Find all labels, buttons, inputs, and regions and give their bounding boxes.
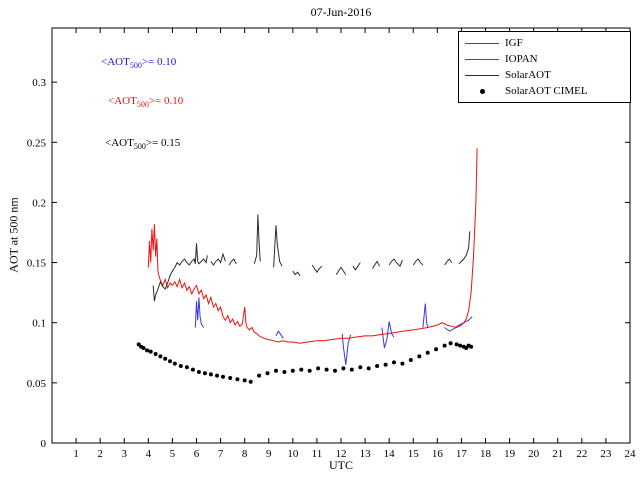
svg-text:11: 11: [312, 448, 323, 460]
svg-text:3: 3: [122, 448, 128, 460]
svg-text:10: 10: [287, 448, 299, 460]
svg-text:0.25: 0.25: [27, 137, 47, 149]
svg-text:23: 23: [600, 448, 612, 460]
svg-text:0.15: 0.15: [27, 258, 47, 270]
svg-text:9: 9: [266, 448, 272, 460]
annotation-subscript: 500: [129, 61, 142, 71]
svg-text:0.3: 0.3: [32, 77, 46, 89]
svg-text:12: 12: [336, 448, 347, 460]
legend-item-igf: IGF: [459, 35, 630, 51]
legend-item-solaraot: SolarAOT: [459, 67, 630, 83]
legend-label-solaraot: SolarAOT: [505, 69, 551, 81]
svg-text:2: 2: [97, 448, 103, 460]
legend-sample-wrap: [459, 88, 505, 94]
cimel-dot-sample: [479, 88, 485, 94]
igf-line-sample: [465, 42, 499, 44]
legend-label-iopan: IOPAN: [505, 53, 538, 65]
svg-text:0.05: 0.05: [27, 378, 47, 390]
svg-text:16: 16: [432, 448, 444, 460]
svg-text:0.2: 0.2: [32, 197, 46, 209]
annotation-suffix: >= 0.10: [148, 95, 184, 107]
chart-title: 07-Jun-2016: [310, 5, 372, 19]
legend-label-igf: IGF: [505, 37, 523, 49]
svg-text:19: 19: [504, 448, 516, 460]
annotation-iopan-mean: <AOT500>= 0.10: [108, 95, 183, 109]
solaraot-line-sample: [465, 74, 499, 76]
iopan-line-sample: [465, 58, 499, 60]
annotation-suffix: >= 0.10: [141, 56, 177, 68]
annotation-igf-mean: <AOT500>= 0.10: [101, 56, 176, 70]
svg-text:17: 17: [456, 448, 468, 460]
annotation-prefix: <AOT: [105, 137, 134, 149]
annotation-subscript: 500: [133, 142, 146, 152]
svg-text:21: 21: [552, 448, 563, 460]
svg-text:1: 1: [73, 448, 79, 460]
x-axis-label: UTC: [329, 458, 353, 472]
legend-label-solaraot-cimel: SolarAOT CIMEL: [505, 85, 588, 97]
annotation-subscript: 500: [136, 100, 149, 110]
legend-sample-wrap: [459, 58, 505, 60]
legend-item-iopan: IOPAN: [459, 51, 630, 67]
svg-text:24: 24: [625, 448, 637, 460]
svg-text:0: 0: [41, 438, 47, 450]
svg-text:20: 20: [528, 448, 540, 460]
svg-text:5: 5: [170, 448, 176, 460]
svg-text:13: 13: [360, 448, 372, 460]
svg-text:7: 7: [218, 448, 224, 460]
svg-text:0.1: 0.1: [32, 318, 46, 330]
svg-text:14: 14: [384, 448, 396, 460]
legend-item-solaraot-cimel: SolarAOT CIMEL: [459, 83, 630, 99]
annotation-suffix: >= 0.15: [145, 137, 181, 149]
annotation-solaraot-mean: <AOT500>= 0.15: [105, 137, 180, 151]
svg-text:18: 18: [480, 448, 492, 460]
svg-text:8: 8: [242, 448, 248, 460]
svg-text:4: 4: [146, 448, 152, 460]
svg-text:6: 6: [194, 448, 200, 460]
legend-sample-wrap: [459, 74, 505, 76]
annotation-prefix: <AOT: [101, 56, 130, 68]
legend-sample-wrap: [459, 42, 505, 44]
annotation-prefix: <AOT: [108, 95, 137, 107]
legend: IGF IOPAN SolarAOT SolarAOT CIMEL: [458, 31, 631, 103]
svg-text:15: 15: [408, 448, 420, 460]
svg-text:22: 22: [576, 448, 587, 460]
